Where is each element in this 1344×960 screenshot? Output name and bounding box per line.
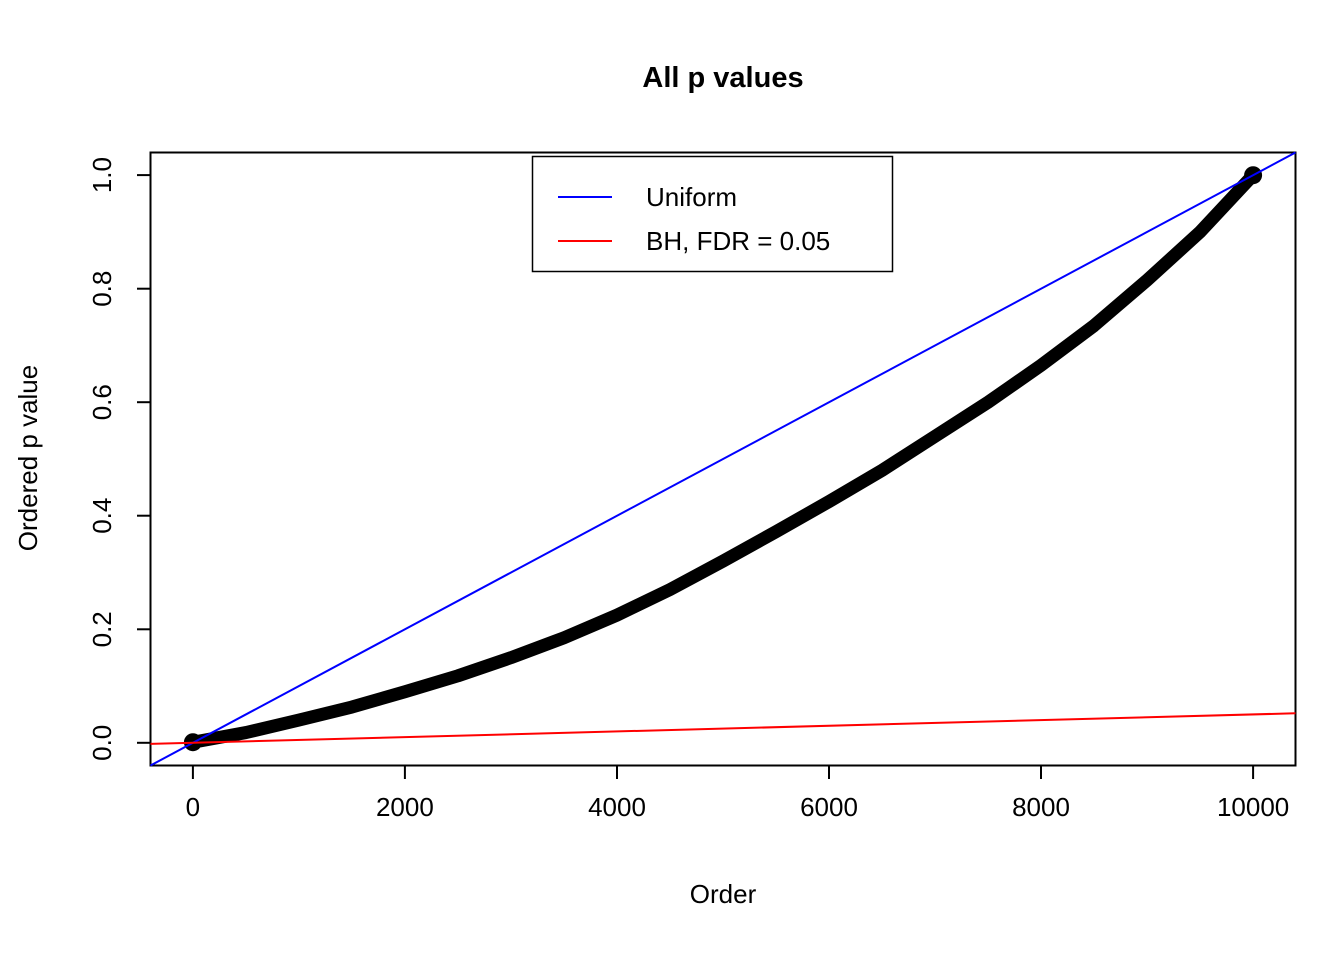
y-tick-label: 1.0	[87, 157, 117, 193]
y-axis-tick-labels: 0.0 0.2 0.4 0.6 0.8 1.0	[87, 157, 117, 761]
y-axis-ticks	[137, 174, 151, 744]
x-tick-label: 4000	[588, 792, 646, 822]
x-tick-label: 8000	[1012, 792, 1070, 822]
y-tick-label: 0.0	[87, 725, 117, 761]
x-axis-tick-labels: 0 2000 4000 6000 8000 10000	[186, 792, 1290, 822]
y-axis-label: Ordered p value	[13, 365, 43, 551]
series-line-bh-fdr-0-05	[150, 712, 1296, 745]
x-tick-label: 10000	[1217, 792, 1289, 822]
x-axis-ticks	[191, 765, 1255, 779]
x-tick-label: 0	[186, 792, 200, 822]
x-tick-label: 2000	[376, 792, 434, 822]
y-tick-label: 0.2	[87, 611, 117, 647]
x-tick-label: 6000	[800, 792, 858, 822]
legend-label-bh: BH, FDR = 0.05	[646, 226, 830, 256]
series-line-uniform	[150, 151, 1296, 767]
legend-box	[531, 155, 894, 273]
legend: Uniform BH, FDR = 0.05	[531, 155, 894, 273]
legend-label-uniform: Uniform	[646, 182, 737, 212]
y-tick-label: 0.6	[87, 384, 117, 420]
y-tick-label: 0.8	[87, 271, 117, 307]
series-points-curve	[186, 168, 1260, 749]
y-tick-label: 0.4	[87, 498, 117, 534]
chart-title: All p values	[642, 62, 803, 94]
data-series-layer	[150, 151, 1296, 767]
plot-box	[149, 151, 1297, 767]
x-axis-label: Order	[690, 879, 757, 909]
